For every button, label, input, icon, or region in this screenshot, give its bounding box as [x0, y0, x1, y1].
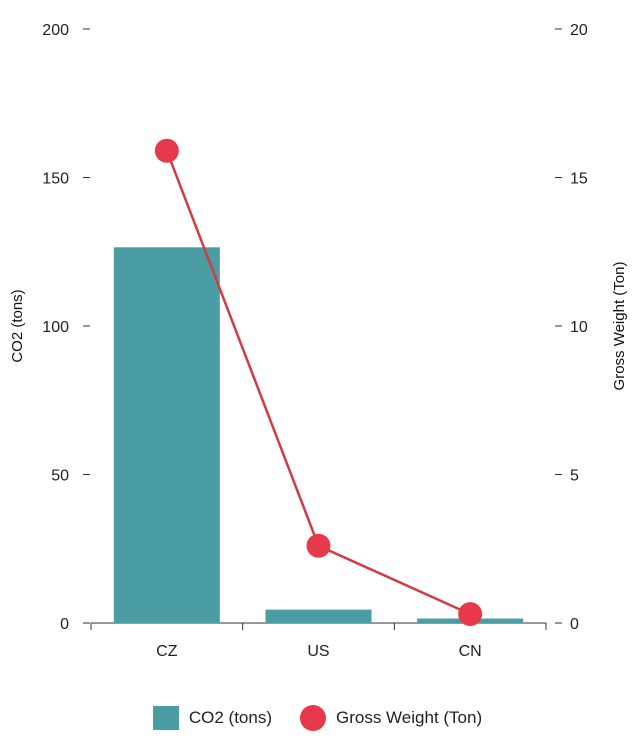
- y-left-axis-title: CO2 (tons): [9, 289, 26, 362]
- bars-group: [113, 247, 524, 624]
- legend-label-gross-weight: Gross Weight (Ton): [336, 708, 483, 727]
- y-left-tick-label: 200: [42, 22, 69, 39]
- point-us[interactable]: [306, 533, 331, 558]
- x-tick-label: US: [307, 643, 329, 660]
- legend-swatch-co2: [152, 706, 179, 730]
- legend: CO2 (tons) Gross Weight (Ton): [0, 700, 635, 736]
- legend-item-co2[interactable]: CO2 (tons): [152, 706, 272, 730]
- legend-swatch-gross-weight: [300, 705, 326, 731]
- x-tick-label: CN: [459, 643, 482, 660]
- y-left-tick-label: 50: [51, 468, 69, 485]
- y-right-tick-label: 20: [570, 22, 588, 39]
- y-left-tick-label: 150: [42, 171, 69, 188]
- y-right-tick-label: 15: [570, 171, 588, 188]
- y-right-tick-label: 0: [570, 616, 579, 633]
- labels-group: 0 50 100 150 200 0 5 10 15 20 CO2 (tons) Gross Weig…: [9, 22, 628, 660]
- y-right-tick-label: 5: [570, 468, 579, 485]
- bar-us[interactable]: [265, 609, 372, 623]
- y-right-axis-title: Gross Weight (Ton): [611, 262, 628, 391]
- combo-chart: 0 50 100 150 200 0 5 10 15 20 CO2 (tons) Gross Weig…: [9, 22, 628, 660]
- y-left-tick-label: 0: [60, 616, 69, 633]
- y-right-tick-label: 10: [570, 319, 588, 336]
- x-tick-label: CZ: [156, 643, 178, 660]
- y-left-tick-label: 100: [42, 319, 69, 336]
- point-cz[interactable]: [154, 138, 179, 163]
- bar-cz[interactable]: [113, 247, 220, 624]
- line-group: [154, 138, 483, 627]
- legend-label-co2: CO2 (tons): [188, 708, 272, 727]
- legend-item-gross-weight[interactable]: Gross Weight (Ton): [300, 705, 482, 731]
- point-cn[interactable]: [458, 602, 483, 627]
